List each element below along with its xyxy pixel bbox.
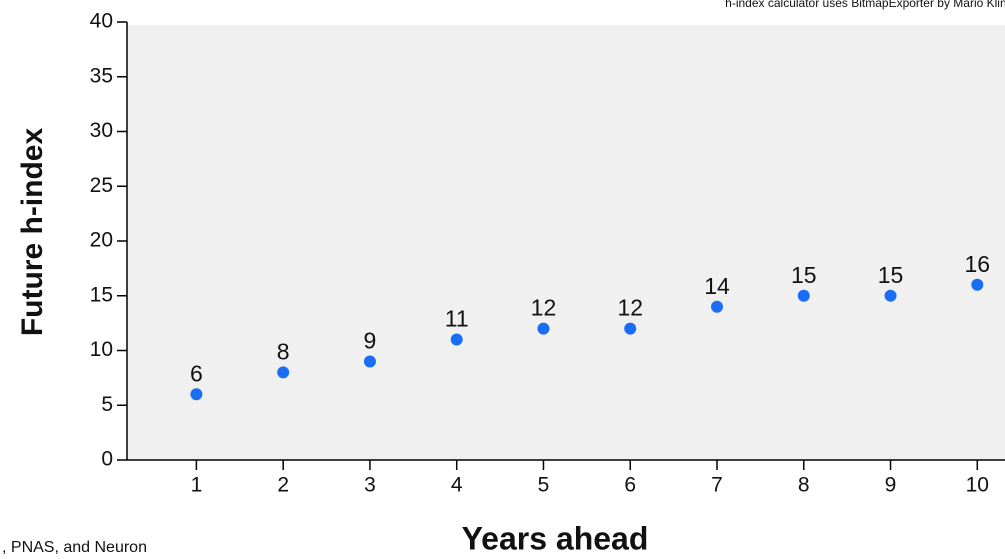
data-label: 14 — [704, 273, 730, 299]
y-tick-label: 10 — [90, 338, 113, 361]
point — [277, 366, 290, 379]
x-tick-label: 6 — [624, 474, 636, 497]
x-tick-label: 1 — [191, 474, 203, 497]
data-label: 12 — [531, 295, 557, 321]
y-tick-label: 35 — [90, 64, 113, 87]
y-tick-label: 5 — [101, 393, 113, 416]
credit: h-index calculator uses BitmapExporter b… — [725, 0, 1005, 10]
point — [190, 388, 203, 401]
x-tick-label: 9 — [885, 474, 897, 497]
data-label: 6 — [190, 360, 203, 386]
y-tick-label: 25 — [90, 174, 113, 197]
data-label: 15 — [878, 262, 904, 288]
x-tick-label: 10 — [966, 474, 989, 497]
data-label: 15 — [791, 262, 817, 288]
y-tick-label: 15 — [90, 283, 113, 306]
y-axis-label: Future h-index — [16, 128, 49, 337]
x-tick-label: 3 — [364, 474, 376, 497]
x-tick-label: 4 — [451, 474, 463, 497]
point — [537, 322, 550, 335]
data-label: 12 — [617, 295, 643, 321]
x-tick-label: 7 — [711, 474, 723, 497]
data-label: 8 — [277, 338, 290, 364]
x-axis-label: Years ahead — [462, 520, 649, 556]
data-label: 9 — [364, 328, 377, 354]
y-tick-label: 30 — [90, 119, 113, 142]
point — [971, 278, 984, 291]
point — [450, 333, 463, 346]
point — [363, 355, 376, 368]
x-tick-label: 2 — [277, 474, 289, 497]
plot-area — [127, 25, 1005, 460]
x-tick-label: 5 — [538, 474, 550, 497]
data-label: 16 — [964, 251, 990, 277]
point — [797, 289, 810, 302]
footnote: , PNAS, and Neuron — [2, 539, 147, 556]
point — [711, 300, 723, 313]
x-tick-label: 8 — [798, 474, 810, 497]
point — [884, 289, 897, 302]
y-tick-label: 0 — [101, 448, 113, 471]
point — [624, 322, 637, 335]
y-tick-label: 40 — [90, 10, 113, 33]
data-label: 11 — [445, 306, 469, 332]
y-tick-label: 20 — [90, 229, 113, 252]
